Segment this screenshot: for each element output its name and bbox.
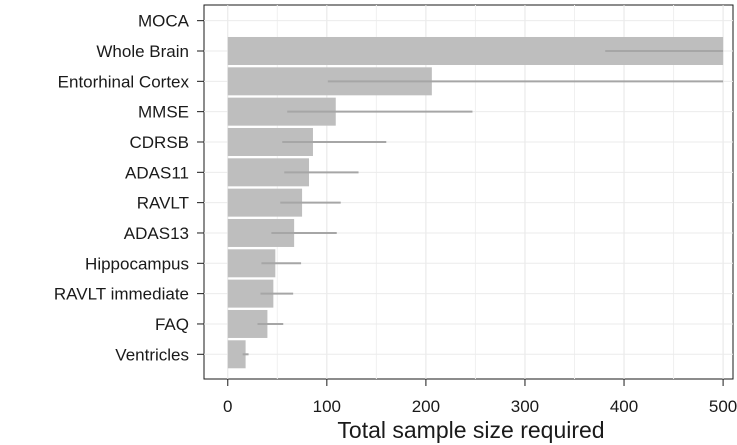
x-tick-label: 300	[511, 397, 539, 416]
y-tick-label: ADAS13	[124, 224, 189, 243]
bar	[227, 340, 246, 369]
y-tick-label: CDRSB	[129, 133, 189, 152]
x-tick-label: 200	[412, 397, 440, 416]
y-tick-label: FAQ	[155, 315, 189, 334]
y-tick-label: RAVLT immediate	[54, 285, 189, 304]
x-axis: 0 100 200 300 400 500	[223, 379, 737, 416]
x-tick-label: 400	[610, 397, 638, 416]
x-axis-title: Total sample size required	[337, 417, 604, 443]
y-tick-label: RAVLT	[137, 194, 189, 213]
y-tick-label: Hippocampus	[85, 254, 189, 273]
y-axis: MOCA Whole Brain Entorhinal Cortex MMSE CDRS…	[54, 12, 204, 364]
y-tick-label: Ventricles	[115, 345, 189, 364]
error-bars-group	[242, 49, 724, 356]
y-tick-label: Entorhinal Cortex	[58, 72, 190, 91]
y-tick-label: MOCA	[138, 12, 190, 31]
x-tick-label: 500	[709, 397, 737, 416]
y-tick-label: MMSE	[138, 103, 189, 122]
x-tick-label: 0	[223, 397, 232, 416]
x-tick-label: 100	[313, 397, 341, 416]
y-tick-label: ADAS11	[125, 163, 189, 182]
y-tick-label: Whole Brain	[96, 42, 189, 61]
